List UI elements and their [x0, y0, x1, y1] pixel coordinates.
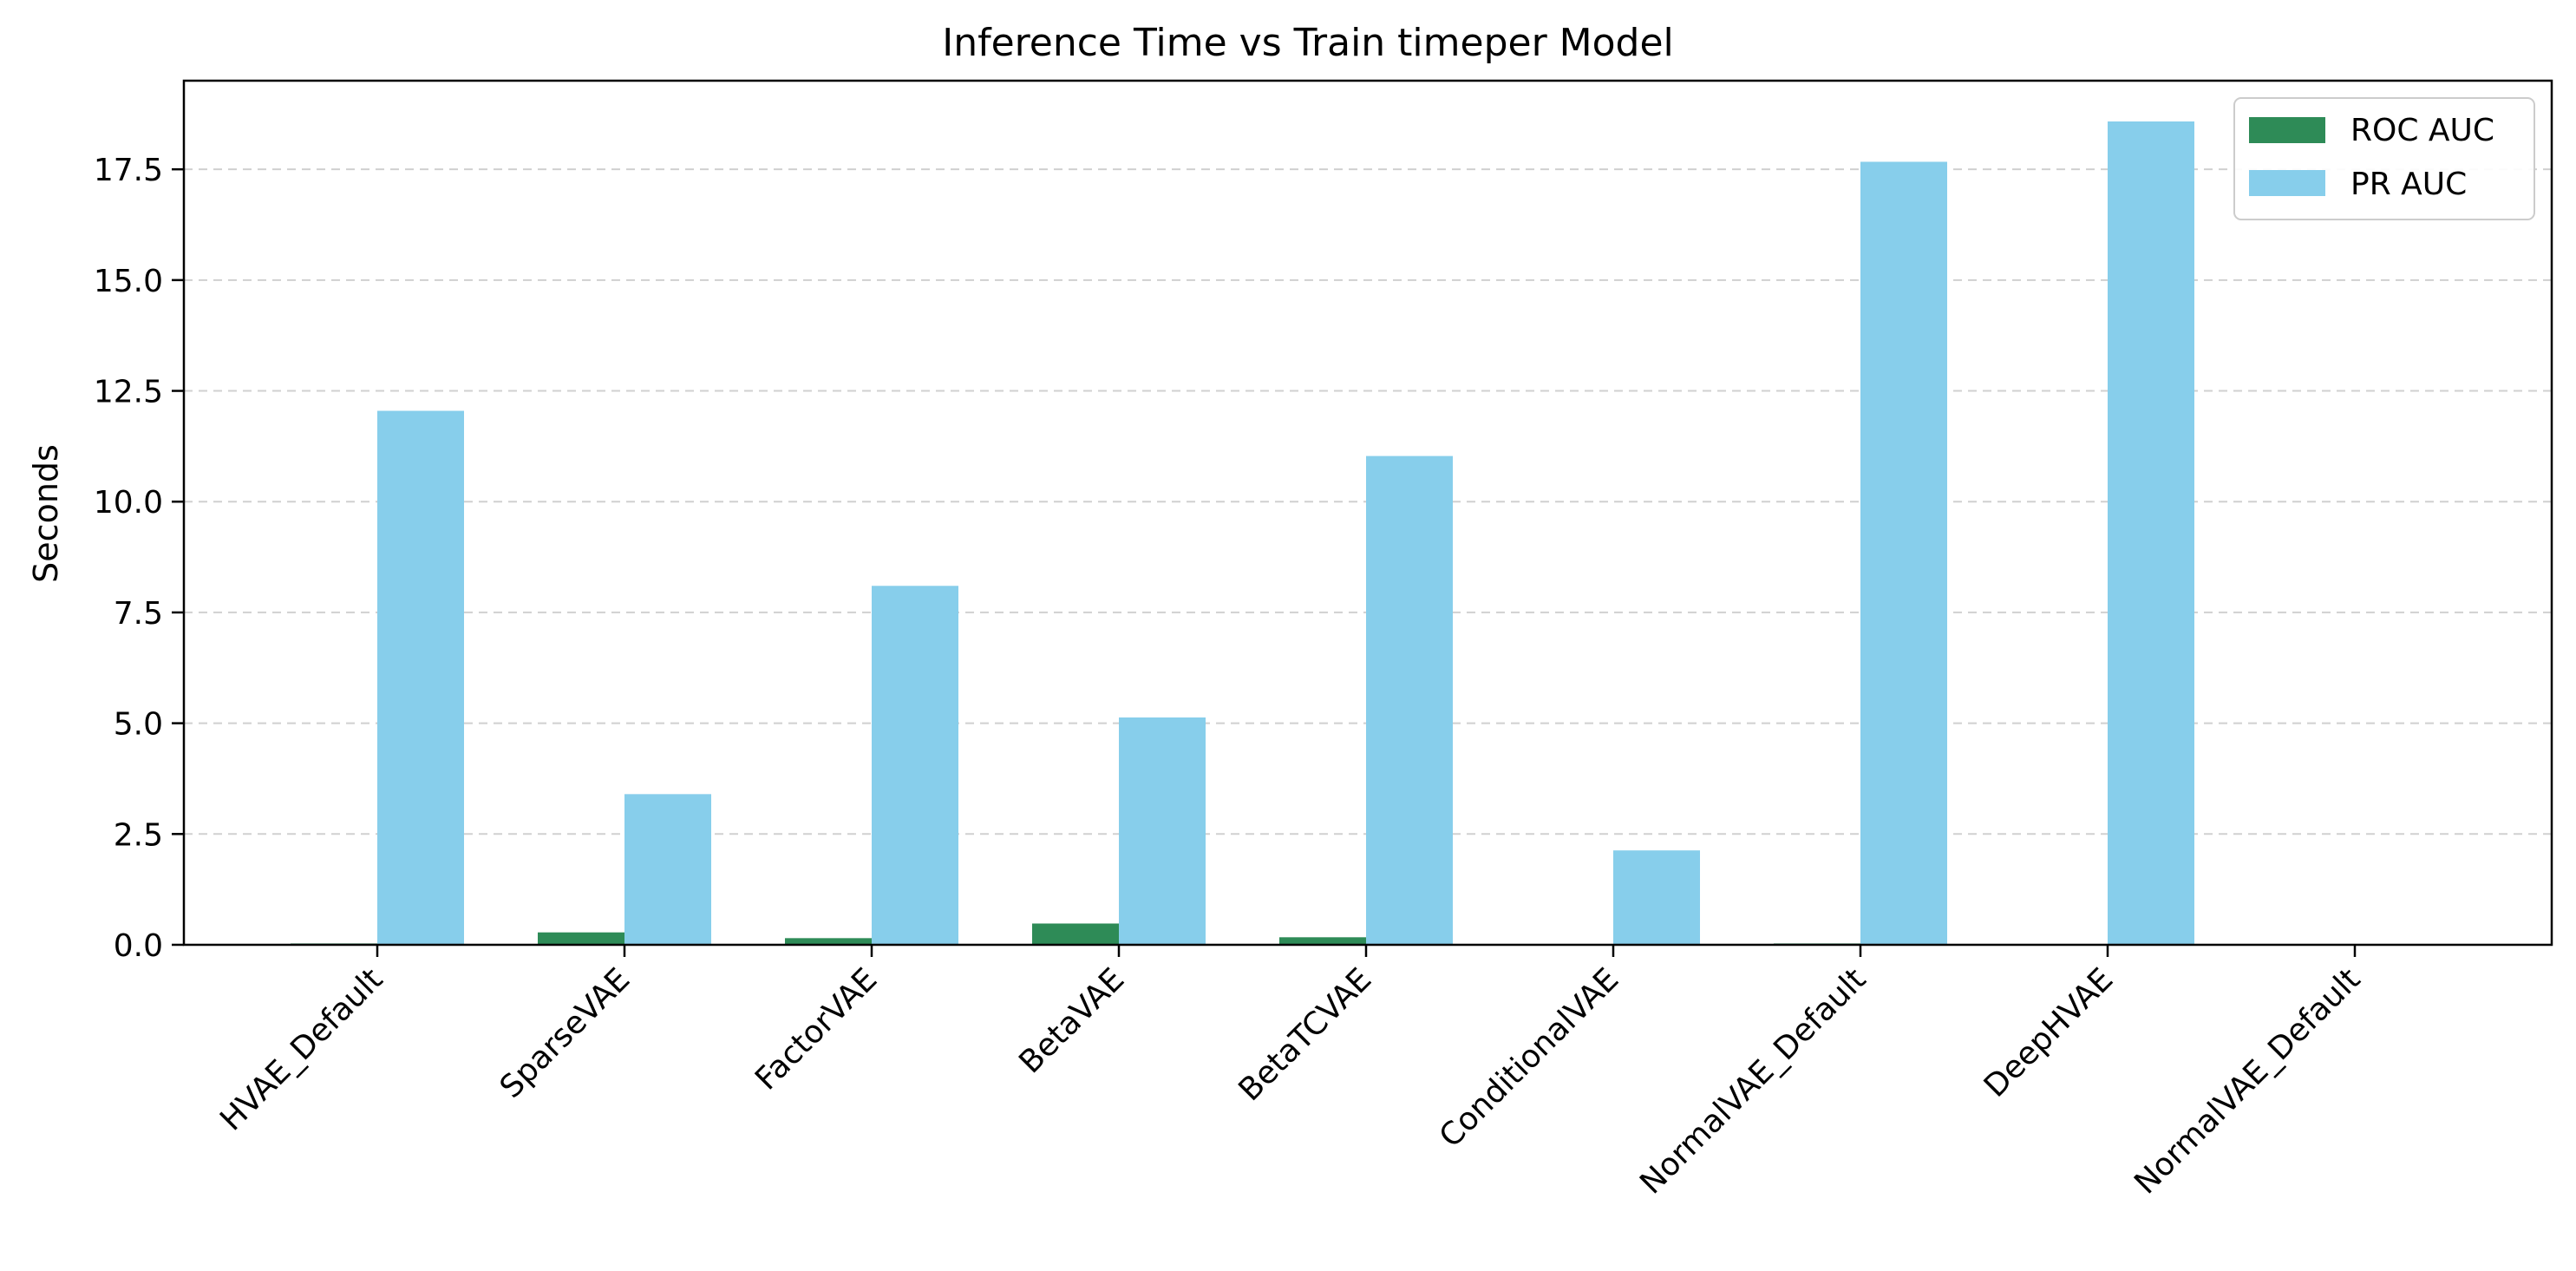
bar-roc-auc-betatcvae	[1279, 937, 1366, 945]
bar-roc-auc-betavae	[1032, 923, 1119, 945]
plot-frame	[182, 79, 2553, 947]
x-tick-label: FactorVAE	[749, 961, 884, 1097]
y-tick-label: 5.0	[114, 707, 163, 743]
legend-label-roc-auc: ROC AUC	[2350, 113, 2494, 148]
bar-pr-auc-betavae	[1119, 717, 1206, 945]
x-tick-label: DeepHVAE	[1978, 961, 2121, 1104]
bar-pr-auc-factorvae	[872, 586, 958, 945]
bar-roc-auc-factorvae	[785, 938, 872, 945]
legend-swatch-pr-auc	[2249, 170, 2325, 196]
chart-title: Inference Time vs Train timeper Model	[942, 21, 1674, 65]
x-tick-label: SparseVAE	[494, 961, 637, 1105]
x-tick-label: ConditionalVAE	[1433, 961, 1625, 1154]
legend-label-pr-auc: PR AUC	[2350, 167, 2467, 202]
y-tick-label: 15.0	[94, 264, 163, 299]
y-tick-label: 2.5	[114, 817, 163, 853]
x-tick-label: HVAE_Default	[213, 961, 389, 1137]
bar-roc-auc-sparsevae	[538, 932, 624, 945]
y-tick-label: 7.5	[114, 596, 163, 632]
bar-pr-auc-sparsevae	[624, 794, 711, 945]
y-axis-label: Seconds	[27, 444, 65, 583]
bar-pr-auc-hvae-default	[377, 410, 464, 945]
x-tick-label: NormalVAE_Default	[1633, 961, 1873, 1201]
x-tick-label: NormalVAE_Default	[2128, 961, 2367, 1201]
bar-pr-auc-normalvae-default	[1860, 161, 1947, 945]
bar-pr-auc-conditionalvae	[1613, 850, 1700, 945]
bars	[291, 121, 2194, 945]
legend: ROC AUC PR AUC	[2233, 97, 2535, 220]
bar-pr-auc-deephvae	[2108, 121, 2194, 945]
y-tick-label: 12.5	[94, 375, 163, 410]
x-axis: HVAE_Default SparseVAE FactorVAE BetaVAE Bet…	[213, 945, 2367, 1201]
y-tick-label: 10.0	[94, 485, 163, 521]
x-tick-label: BetaTCVAE	[1232, 961, 1379, 1108]
x-tick-label: BetaVAE	[1012, 961, 1131, 1080]
bar-pr-auc-betatcvae	[1366, 455, 1453, 945]
y-tick-label: 17.5	[94, 153, 163, 188]
y-tick-label: 0.0	[114, 928, 163, 964]
legend-swatch-roc-auc	[2249, 117, 2325, 143]
y-axis: 0.0 2.5 5.0 7.5 10.0 12.5 15.0 17.5	[94, 153, 184, 964]
